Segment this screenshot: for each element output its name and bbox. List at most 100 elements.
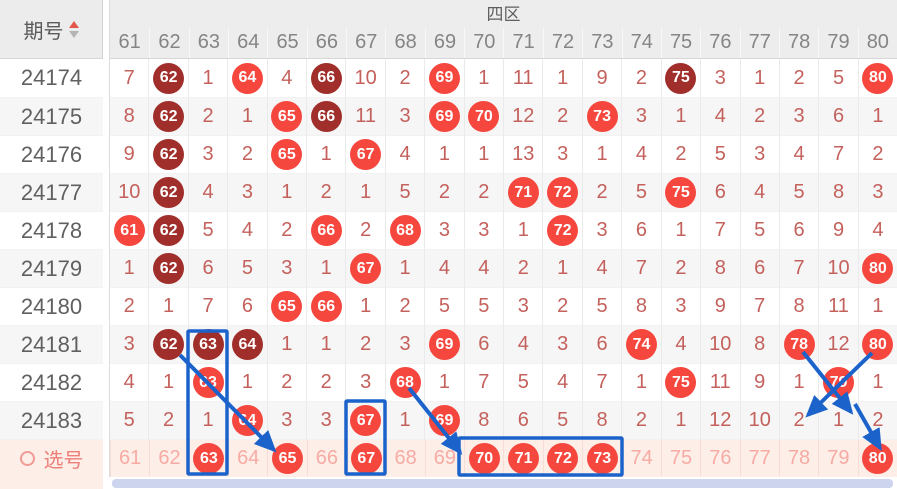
selected-number-ball[interactable]: 63: [193, 443, 225, 474]
pick-number-cell-73[interactable]: 73: [582, 440, 621, 477]
miss-count-cell: 9: [123, 143, 135, 165]
miss-count-cell: 3: [542, 326, 581, 363]
miss-count-cell: 4: [463, 250, 503, 287]
miss-count-cell: 10: [700, 326, 739, 363]
pick-number-cell-65[interactable]: 65: [267, 440, 306, 477]
miss-count-cell: 7: [187, 288, 227, 325]
selected-number-ball[interactable]: 67: [350, 443, 382, 474]
miss-count-cell: 2: [384, 288, 424, 325]
miss-count-cell: 1: [778, 364, 818, 401]
pick-number-cell-61[interactable]: 61: [110, 440, 149, 477]
miss-count-cell: 5: [581, 288, 621, 325]
drawn-number-ball: 64: [231, 405, 263, 436]
pick-number-cell-64[interactable]: 64: [228, 440, 267, 477]
drawn-number-cell: 75: [660, 364, 700, 401]
drawn-number-ball: 64: [231, 329, 263, 360]
radio-circle-icon[interactable]: [19, 451, 35, 466]
drawn-number-ball: 63: [192, 367, 224, 398]
miss-count-cell: 7: [739, 288, 779, 325]
miss-count-cell: 1: [306, 250, 345, 287]
miss-count-cell: 2: [660, 136, 700, 173]
drawn-number-ball: 68: [389, 367, 421, 398]
miss-count-cell: 1: [306, 136, 345, 173]
issue-number: 24180: [20, 293, 83, 319]
miss-count-cell: 5: [739, 212, 779, 249]
miss-count-cell: 9: [818, 212, 857, 249]
miss-count-cell: 6: [581, 326, 621, 363]
column-header-66: 66: [306, 28, 346, 58]
miss-count-cell: 2: [123, 295, 135, 317]
miss-count-cell: 11: [818, 288, 857, 325]
selected-number-ball[interactable]: 70: [468, 443, 500, 474]
drawn-number-ball: 74: [625, 329, 657, 360]
pick-number-cell-80[interactable]: 80: [857, 440, 897, 477]
pick-number-cell-66[interactable]: 66: [306, 440, 346, 477]
selected-number-ball[interactable]: 80: [862, 443, 894, 474]
selection-label: 选号: [43, 450, 84, 472]
selected-number-ball[interactable]: 73: [586, 443, 618, 474]
pick-number-cell-70[interactable]: 70: [464, 440, 503, 477]
drawn-number-cell: 64: [227, 59, 266, 97]
pick-number-cell-71[interactable]: 71: [503, 440, 542, 477]
pick-number-cell-72[interactable]: 72: [542, 440, 582, 477]
selection-label-cell[interactable]: 选号: [0, 440, 103, 477]
column-header-74: 74: [621, 28, 661, 58]
pick-number-cell-79[interactable]: 79: [818, 440, 857, 477]
drawn-number-ball: 66: [310, 62, 342, 94]
miss-count-cell: 6: [818, 98, 857, 135]
miss-count-cell: 8: [739, 326, 779, 363]
miss-count-cell: 2: [621, 402, 660, 439]
miss-count-cell: 3: [542, 136, 581, 173]
drawn-number-cell: 73: [581, 98, 621, 135]
zone-label: 四区: [486, 5, 521, 24]
drawn-number-ball: 62: [153, 101, 185, 132]
miss-count-cell: 3: [739, 136, 779, 173]
miss-count-cell: 2: [187, 98, 227, 135]
pick-number-cell-78[interactable]: 78: [778, 440, 818, 477]
pick-number-cell-77[interactable]: 77: [739, 440, 779, 477]
drawn-number-cell: 62: [148, 98, 187, 135]
miss-count-cell: 2: [660, 250, 700, 287]
miss-count-cell: 2: [621, 59, 660, 97]
pick-number-cell-67[interactable]: 67: [346, 440, 385, 477]
miss-count-cell: 1: [266, 174, 306, 211]
drawn-number-cell: 69: [424, 402, 463, 439]
miss-count-cell: 2: [345, 212, 384, 249]
miss-count-cell: 2: [345, 326, 384, 363]
miss-count-cell: 7: [818, 136, 857, 173]
pick-number-cell-76[interactable]: 76: [700, 440, 739, 477]
drawn-number-cell: 62: [148, 59, 187, 97]
drawn-number-cell: 63: [187, 326, 227, 363]
pick-number-cell-74[interactable]: 74: [621, 440, 660, 477]
miss-count-cell: 5: [463, 288, 503, 325]
miss-count-cell: 3: [187, 136, 227, 173]
miss-count-cell: 1: [503, 212, 542, 249]
miss-count-cell: 1: [463, 136, 503, 173]
miss-count-cell: 2: [542, 98, 581, 135]
drawn-number-ball: 75: [665, 177, 697, 208]
column-header-67: 67: [346, 28, 385, 58]
selected-number-ball[interactable]: 72: [547, 443, 579, 474]
miss-count-cell: 5: [384, 174, 424, 211]
sort-icon[interactable]: [68, 20, 79, 38]
selected-number-ball[interactable]: 71: [508, 443, 540, 474]
miss-count-cell: 12: [503, 98, 542, 135]
miss-count-cell: 1: [227, 364, 266, 401]
pick-number-cell-75[interactable]: 75: [660, 440, 700, 477]
selected-number-ball[interactable]: 65: [272, 443, 304, 474]
column-header-64: 64: [228, 28, 267, 58]
issue-header-cell[interactable]: 期号: [0, 0, 103, 59]
pick-number-cell-69[interactable]: 69: [424, 440, 464, 477]
column-header-73: 73: [582, 28, 621, 58]
horizontal-scrollbar[interactable]: [0, 477, 897, 489]
miss-count-cell: 1: [345, 288, 384, 325]
miss-count-cell: 3: [503, 288, 542, 325]
miss-count-cell: 1: [857, 288, 897, 325]
miss-count-cell: 8: [123, 105, 135, 127]
issue-row-24179: 24179 1 62 6 5 3 1 67 1 4 4 2 1 4 7 2 8 6 7 10 80: [0, 249, 897, 287]
miss-count-cell: 4: [123, 371, 135, 393]
pick-number-cell-63[interactable]: 63: [188, 440, 228, 477]
pick-number-cell-68[interactable]: 68: [385, 440, 424, 477]
scrollbar-thumb[interactable]: [112, 479, 893, 488]
pick-number-cell-62[interactable]: 62: [149, 440, 188, 477]
